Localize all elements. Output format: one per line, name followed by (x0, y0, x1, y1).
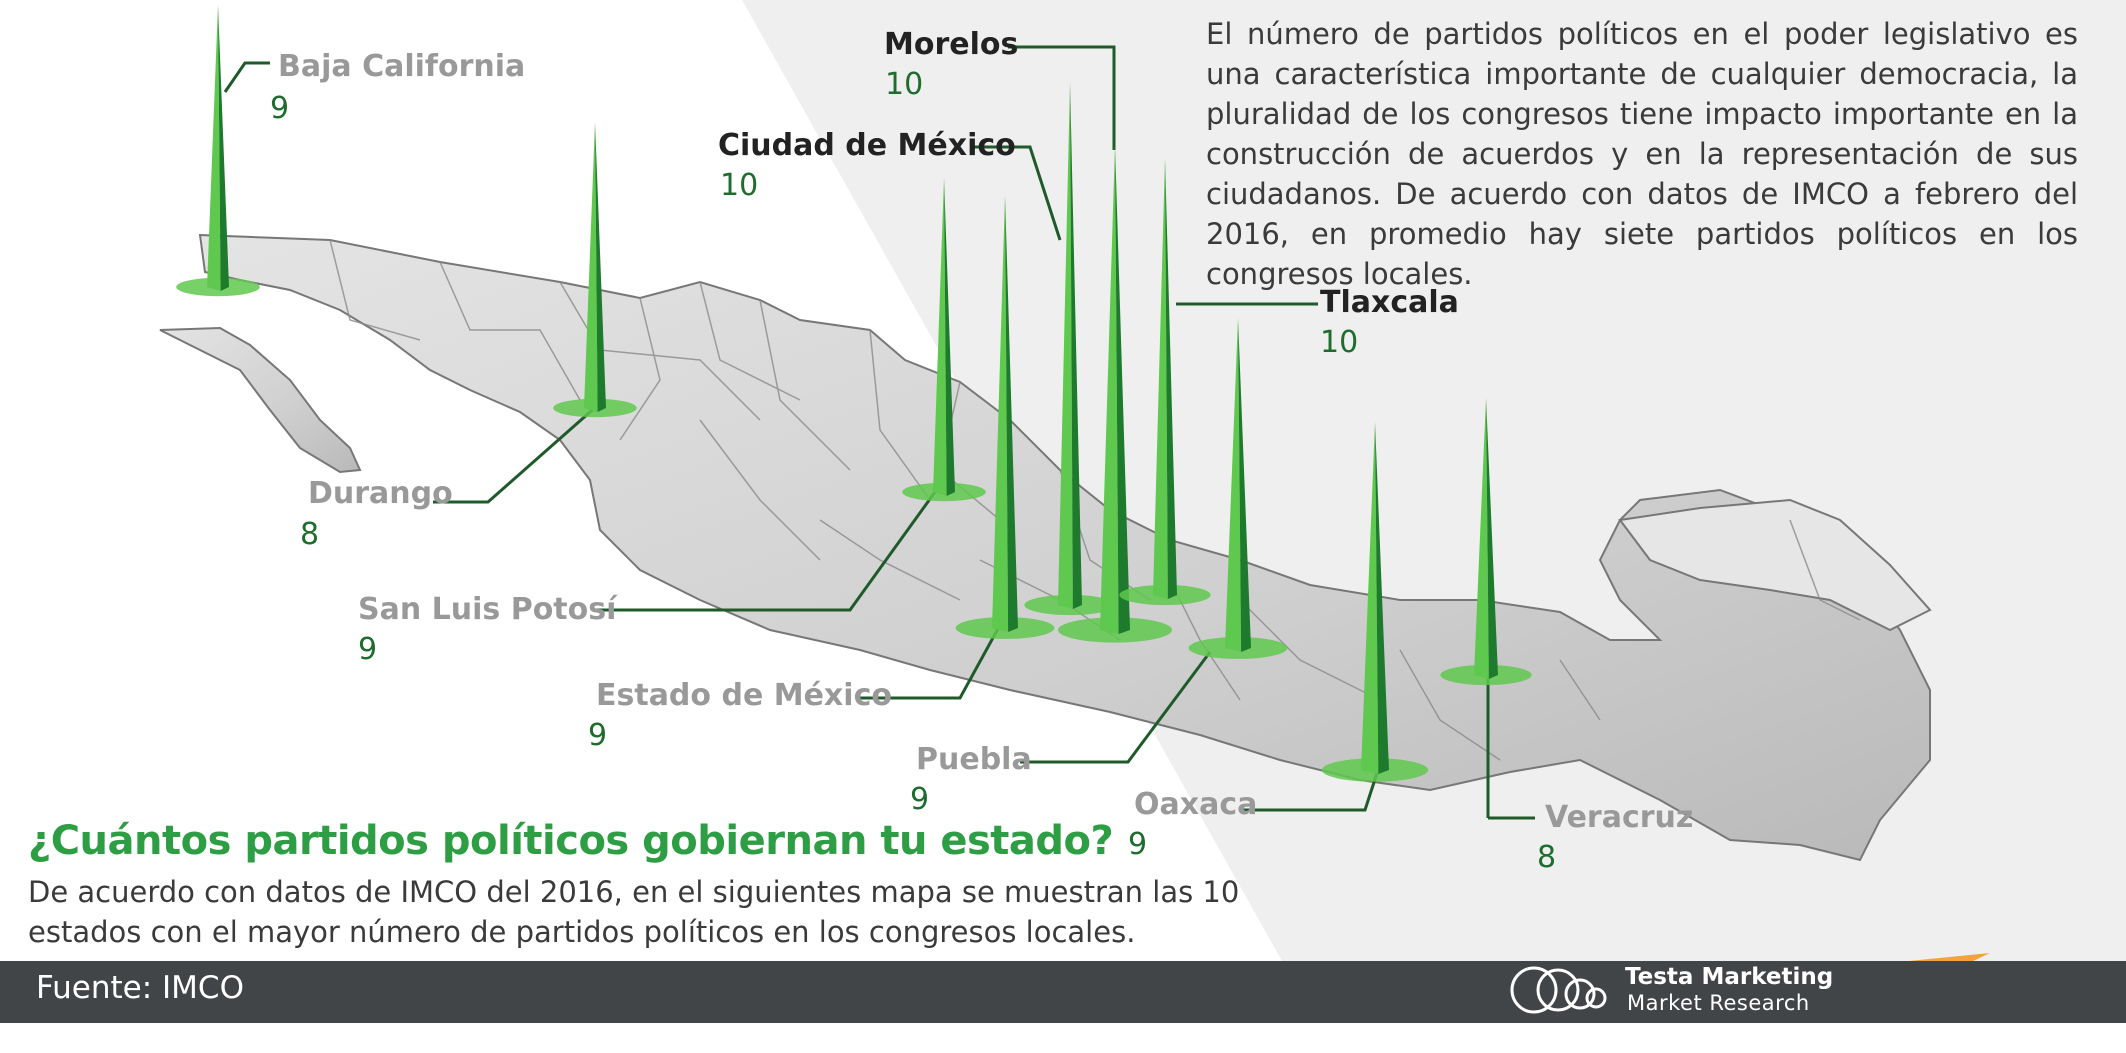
state-name-ciudad-de-mexico: Ciudad de México (718, 128, 1016, 163)
state-value-baja-california: 9 (270, 91, 290, 126)
description-paragraph: El número de partidos políticos en el po… (1206, 17, 2078, 291)
state-name-veracruz: Veracruz (1545, 800, 1694, 835)
state-value-tlaxcala: 10 (1320, 325, 1359, 360)
footer-bar (0, 961, 2126, 1023)
spike-estado-de-mexico (955, 195, 1055, 639)
state-value-estado-de-mexico: 9 (588, 718, 608, 753)
state-value-durango: 8 (300, 517, 320, 552)
spike-durango (553, 122, 637, 418)
state-name-tlaxcala: Tlaxcala (1320, 285, 1459, 320)
state-name-estado-de-mexico: Estado de México (596, 678, 892, 713)
state-name-san-luis-potosi: San Luis Potosí (358, 592, 617, 627)
spike-morelos (1024, 82, 1116, 616)
source-label: Fuente: IMCO (36, 970, 244, 1006)
state-name-baja-california: Baja California (278, 49, 526, 84)
leader-lines (223, 45, 1535, 820)
state-name-oaxaca: Oaxaca (1134, 787, 1258, 822)
spikes-layer (176, 5, 1532, 782)
state-value-morelos: 10 (885, 67, 924, 102)
spike-baja-california (176, 5, 260, 297)
state-name-puebla: Puebla (916, 742, 1032, 777)
state-value-veracruz: 8 (1537, 840, 1557, 875)
spike-veracruz (1440, 398, 1532, 686)
state-value-san-luis-potosi: 9 (358, 632, 378, 667)
state-value-oaxaca: 9 (1128, 827, 1148, 862)
page-title: ¿Cuántos partidos políticos gobiernan tu… (28, 818, 1114, 864)
brand-tagline: Market Research (1627, 991, 1810, 1015)
brand-logo-icon (1510, 966, 1607, 1014)
state-value-puebla: 9 (910, 782, 930, 817)
state-name-morelos: Morelos (884, 27, 1019, 62)
state-value-ciudad-de-mexico: 10 (720, 168, 759, 203)
spike-ciudad-de-mexico (1058, 145, 1172, 643)
state-name-durango: Durango (308, 476, 453, 511)
spike-puebla (1188, 318, 1288, 659)
spike-tlaxcala (1119, 158, 1211, 606)
spike-san-luis-potosi (902, 178, 986, 502)
spike-oaxaca (1321, 422, 1429, 782)
page-subtitle: De acuerdo con datos de IMCO del 2016, e… (28, 875, 1240, 949)
brand-name: Testa Marketing (1625, 964, 1834, 990)
